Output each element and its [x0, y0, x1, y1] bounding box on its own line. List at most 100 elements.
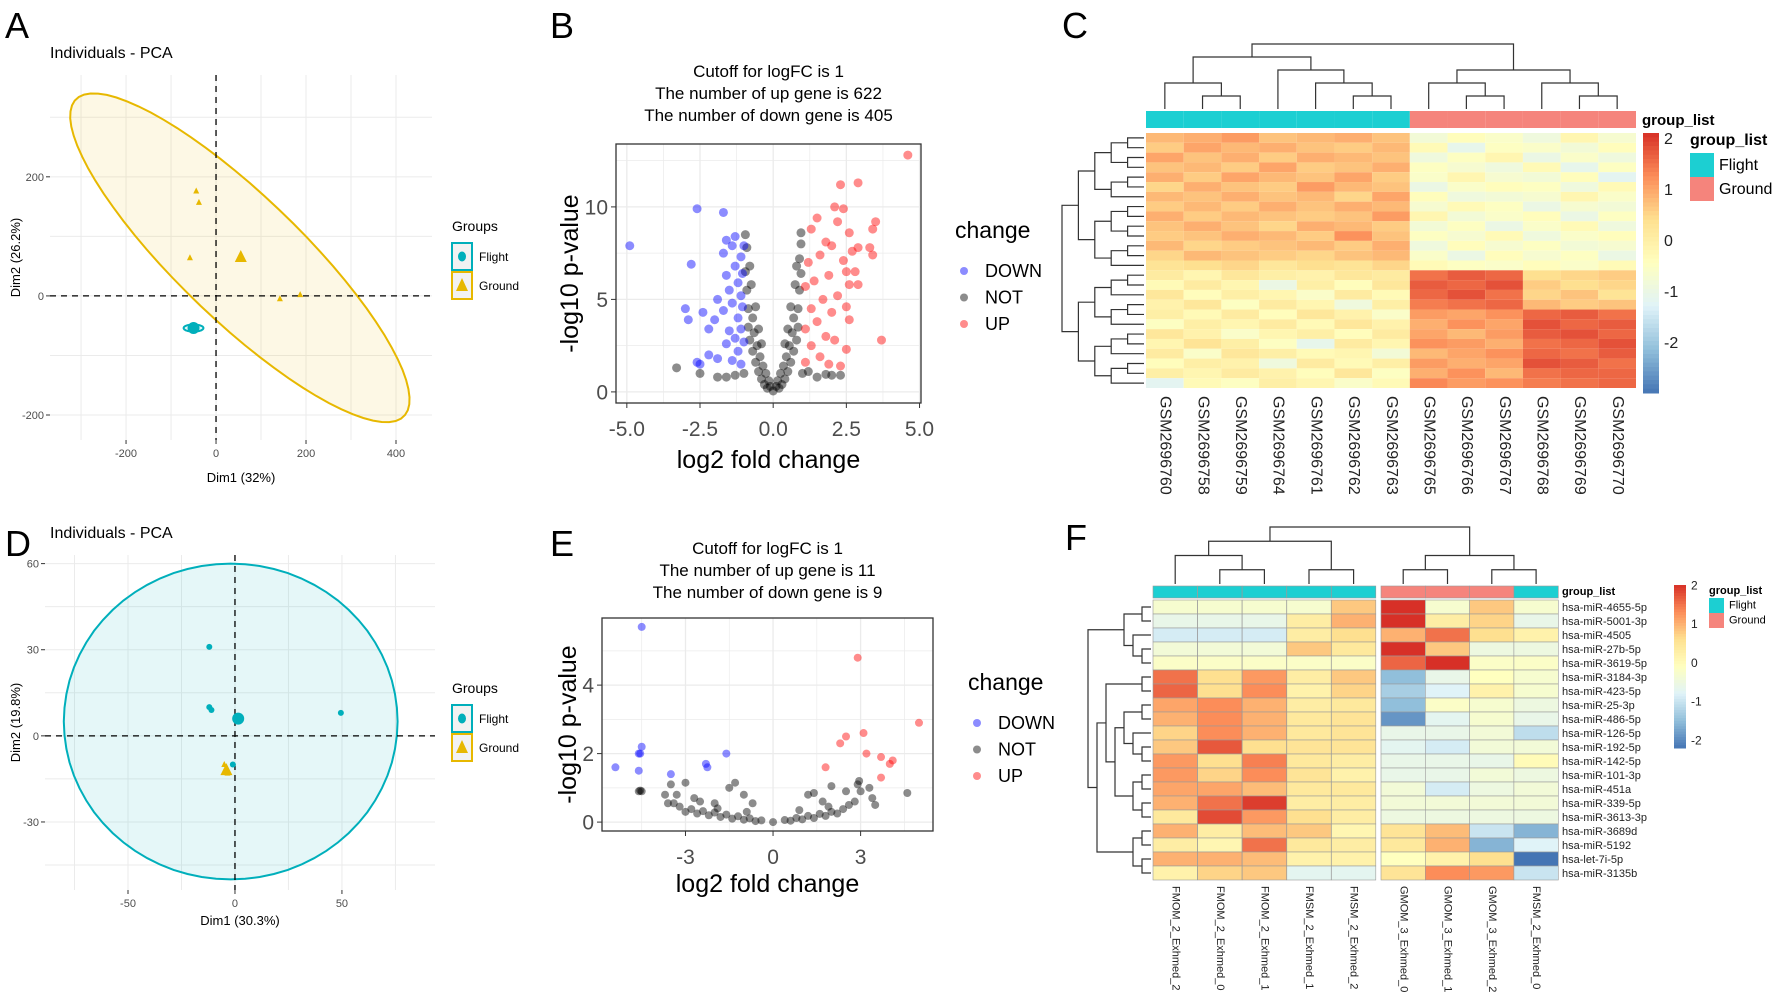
colorbar-segment — [1674, 587, 1686, 591]
data-point-flight — [229, 761, 236, 768]
heatmap-cell — [1259, 270, 1297, 281]
colorbar-segment — [1674, 712, 1686, 716]
data-point-not — [795, 806, 804, 815]
heatmap-cell — [1372, 270, 1410, 281]
legend-circle-icon — [458, 713, 466, 724]
y-tick-label: 4 — [582, 675, 594, 698]
x-tick-label: 0 — [767, 846, 779, 869]
dendrogram-branch — [1269, 526, 1471, 556]
heatmap-cell — [1380, 669, 1426, 685]
heatmap-cell — [1485, 182, 1523, 192]
heatmap-cell — [1522, 211, 1561, 222]
heatmap-cell — [1259, 260, 1297, 271]
colorbar: 2 1 0 -1 -2 — [1674, 578, 1702, 749]
heatmap-cell — [1409, 142, 1448, 153]
heatmap-cell — [1331, 711, 1377, 727]
column-label: FMSM_2_Exhmed_2 — [1348, 886, 1360, 989]
heatmap-cell — [1221, 358, 1260, 369]
heatmap-cell — [1598, 348, 1636, 359]
heatmap-cell — [1485, 299, 1523, 310]
heatmap-cell — [1447, 172, 1486, 183]
colorbar-segment — [1643, 271, 1659, 277]
heatmap-cell — [1522, 191, 1561, 202]
row-dendrogram — [1061, 137, 1144, 384]
heatmap-cell — [1425, 711, 1471, 727]
data-point-not — [780, 816, 789, 825]
heatmap-cell — [1152, 795, 1198, 811]
heatmap-cell — [1560, 231, 1599, 241]
data-point-up — [812, 213, 822, 223]
heatmap-cell — [1513, 613, 1559, 629]
heatmap-cell — [1522, 221, 1561, 232]
data-point-not — [855, 777, 864, 786]
dendrogram-branch — [1132, 781, 1142, 811]
colorbar-segment — [1643, 141, 1659, 147]
colorbar-segment — [1674, 642, 1686, 646]
heatmap-cell — [1296, 221, 1335, 232]
data-point-down — [727, 241, 737, 251]
dendrogram-branch — [1127, 333, 1144, 345]
heatmap-cell — [1152, 683, 1198, 699]
heatmap-cell — [1146, 142, 1184, 153]
heatmap-cell — [1286, 725, 1332, 741]
colorbar-tick-label: -2 — [1664, 335, 1678, 352]
heatmap-cell — [1331, 669, 1377, 685]
colorbar-segment — [1643, 258, 1659, 264]
dendrogram-branch — [1141, 746, 1151, 762]
data-point-not — [842, 787, 851, 796]
data-point-not — [636, 786, 645, 795]
heatmap-cell — [1221, 142, 1260, 153]
heatmap-cell — [1485, 260, 1523, 271]
data-point-up — [836, 180, 846, 190]
data-point-not — [783, 367, 793, 377]
data-point-not — [795, 285, 805, 295]
data-point-not — [739, 790, 748, 799]
heatmap-cell — [1286, 641, 1332, 657]
colorbar-segment — [1643, 154, 1659, 160]
heatmap-cell — [1598, 172, 1636, 183]
legend-swatch-flight — [1690, 153, 1714, 177]
heatmap-cell — [1331, 781, 1377, 797]
heatmap-cell — [1380, 711, 1426, 727]
x-tick-label: 50 — [336, 898, 348, 910]
heatmap-cell — [1259, 289, 1297, 300]
heatmap-cell — [1372, 211, 1410, 222]
heatmap-cell — [1146, 309, 1184, 320]
heatmap-cell — [1372, 309, 1410, 320]
legend-title: change — [955, 217, 1030, 243]
colorbar-segment — [1643, 297, 1659, 303]
heatmap-cell — [1522, 280, 1561, 290]
heatmap-cell — [1259, 299, 1297, 310]
data-point-down — [718, 306, 728, 315]
heatmap-cell — [1560, 133, 1599, 143]
x-tick-label: 400 — [387, 448, 405, 460]
colorbar-segment — [1674, 590, 1686, 594]
data-point-not — [761, 368, 771, 378]
heatmap-cell — [1425, 697, 1471, 713]
colorbar-segment — [1643, 323, 1659, 329]
heatmap-cell — [1447, 201, 1486, 212]
heatmap-cell — [1197, 781, 1243, 797]
heatmap-cell — [1152, 655, 1198, 671]
heatmap-cell — [1598, 368, 1636, 379]
heatmap-cell — [1598, 221, 1636, 232]
dendrogram-branch — [1352, 95, 1392, 109]
y-tick-label: 30 — [27, 645, 39, 657]
heatmap-cell — [1380, 823, 1426, 839]
column-label: GSM2696764 — [1270, 396, 1287, 495]
heatmap-cell — [1522, 329, 1561, 339]
heatmap-cell — [1296, 348, 1335, 359]
heatmap-cell — [1152, 739, 1198, 755]
colorbar-segment — [1674, 739, 1686, 744]
heatmap-cell — [1197, 655, 1243, 671]
heatmap-cell — [1522, 289, 1561, 300]
heatmap-cell — [1221, 152, 1260, 163]
heatmap-cell — [1409, 250, 1448, 261]
heatmap-cell — [1372, 260, 1410, 271]
heatmap-cell — [1286, 739, 1332, 755]
heatmap-cell — [1513, 823, 1559, 839]
data-point-not — [789, 313, 799, 323]
annotation-cell-ground — [1485, 111, 1523, 128]
heatmap-cell — [1380, 739, 1426, 755]
data-point-up — [844, 228, 854, 238]
